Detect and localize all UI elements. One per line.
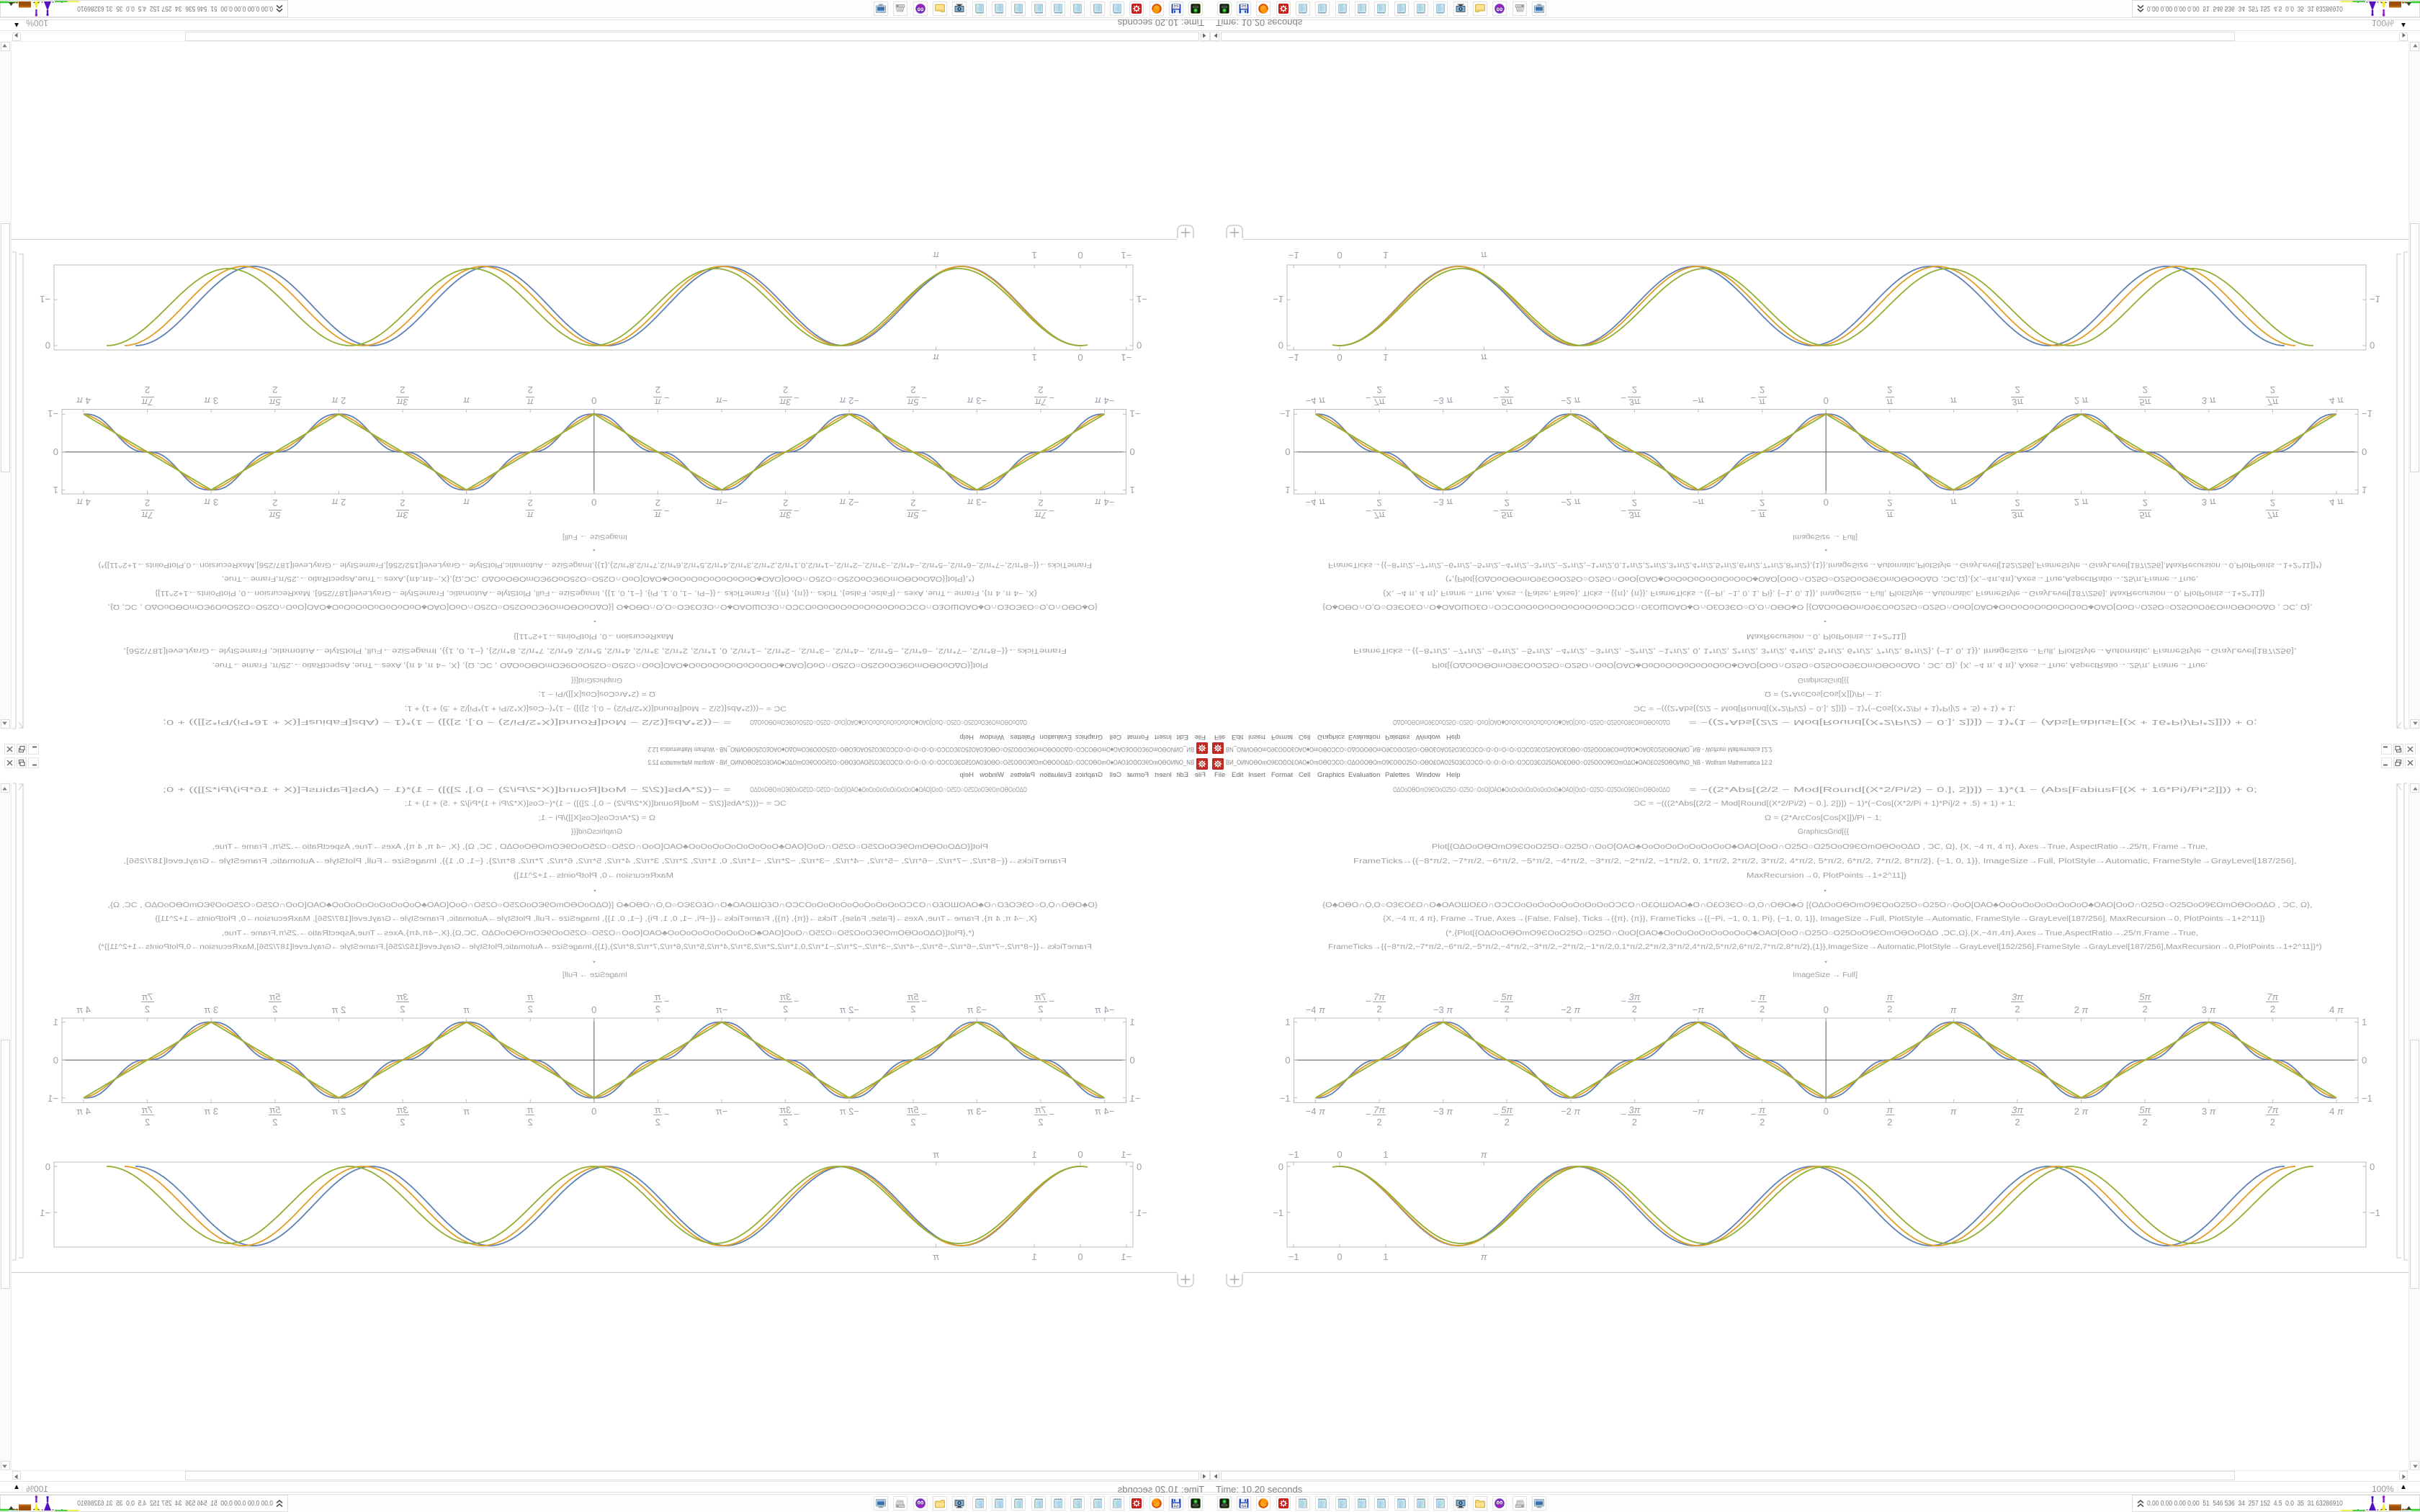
svg-text:64: 64: [1174, 1504, 1178, 1508]
svg-text:64: 64: [1242, 4, 1246, 8]
svg-text:64: 64: [1242, 1504, 1246, 1508]
svg-text:64: 64: [1174, 4, 1178, 8]
